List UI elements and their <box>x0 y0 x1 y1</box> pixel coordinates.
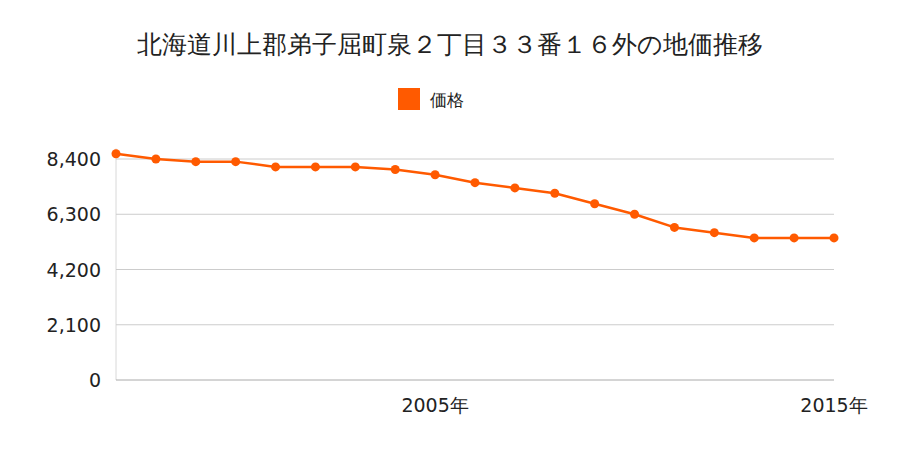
grid-line <box>116 214 834 215</box>
plot-area <box>112 149 839 242</box>
point <box>471 178 480 187</box>
y-tick-label: 6,300 <box>47 203 101 225</box>
legend-swatch <box>398 88 420 110</box>
title: 北海道川上郡弟子屈町泉２丁目３３番１６外の地価推移 <box>137 30 763 59</box>
point <box>510 183 519 192</box>
point <box>550 189 559 198</box>
point <box>790 233 799 242</box>
y-tick-label: 8,400 <box>47 148 101 170</box>
point <box>231 157 240 166</box>
x-tick-label: 2005年 <box>401 394 468 416</box>
grid-line <box>116 269 834 270</box>
y-tick-label: 4,200 <box>47 259 101 281</box>
series-line <box>116 154 834 238</box>
point <box>590 199 599 208</box>
y-tick-label: 2,100 <box>47 314 101 336</box>
x-tick-label: 2015年 <box>800 394 867 416</box>
point <box>391 165 400 174</box>
legend: 価格 <box>398 88 464 110</box>
point <box>710 228 719 237</box>
point <box>630 210 639 219</box>
grid-line <box>116 380 834 381</box>
point <box>311 162 320 171</box>
point <box>750 233 759 242</box>
point <box>271 162 280 171</box>
point <box>351 162 360 171</box>
point <box>670 223 679 232</box>
point <box>112 149 121 158</box>
grid-line <box>116 324 834 325</box>
point <box>431 170 440 179</box>
legend-label: 価格 <box>430 90 464 110</box>
point <box>830 233 839 242</box>
point <box>191 157 200 166</box>
chart: 北海道川上郡弟子屈町泉２丁目３３番１６外の地価推移価格 0 2,100 4,200 6,… <box>0 0 900 450</box>
point <box>151 155 160 164</box>
y-axis-line <box>116 148 117 380</box>
grid-line <box>116 159 834 160</box>
y-tick-label: 0 <box>89 369 101 391</box>
